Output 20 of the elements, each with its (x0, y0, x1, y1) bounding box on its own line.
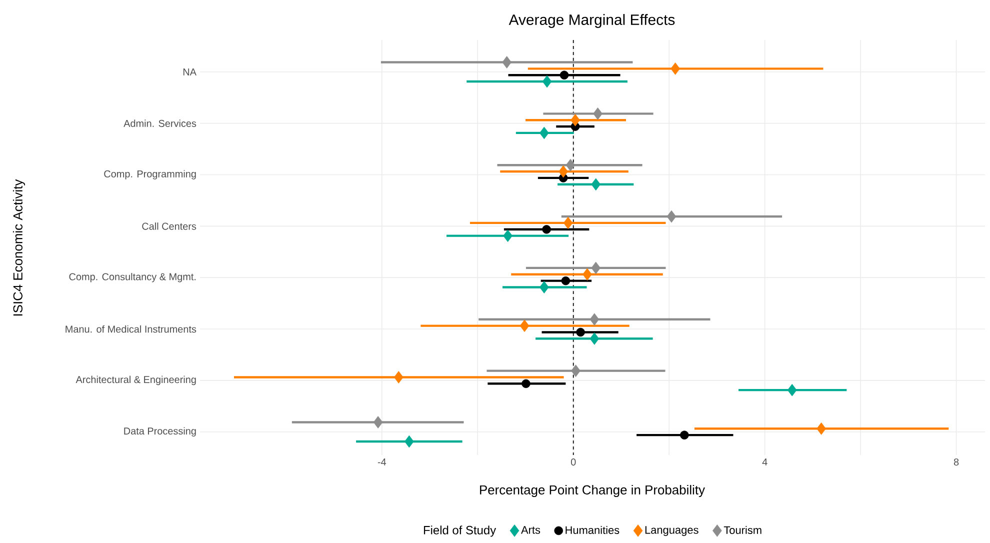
x-axis-title: Percentage Point Change in Probability (480, 484, 705, 498)
chart-title: Average Marginal Effects (508, 14, 675, 28)
legend-label: Languages (645, 526, 698, 536)
y-tick-label: Manu. of Medical Instruments (66, 325, 196, 333)
legend-title: Field of Study (424, 526, 496, 537)
y-axis-title: ISIC4 Economic Activity (12, 179, 26, 316)
y-tick-label: Data Processing (124, 427, 196, 436)
legend-label: Tourism (724, 526, 762, 534)
y-tick-label: Comp. Consultancy & Mgmt. (69, 272, 196, 282)
x-tick-label: 4 (762, 458, 768, 466)
x-tick-label: 8 (954, 458, 959, 466)
x-tick-label: 0 (570, 458, 576, 466)
y-tick-label: Call Centers (142, 222, 196, 230)
x-tick-label: -4 (378, 458, 386, 466)
legend-label: Humanities (566, 526, 620, 534)
y-tick-label: Comp. Programming (104, 170, 196, 180)
legend-label: Arts (521, 526, 540, 534)
y-tick-label: Architectural & Engineering (76, 376, 196, 386)
y-tick-label: Admin. Services (124, 120, 196, 127)
y-tick-label: NA (183, 68, 196, 76)
